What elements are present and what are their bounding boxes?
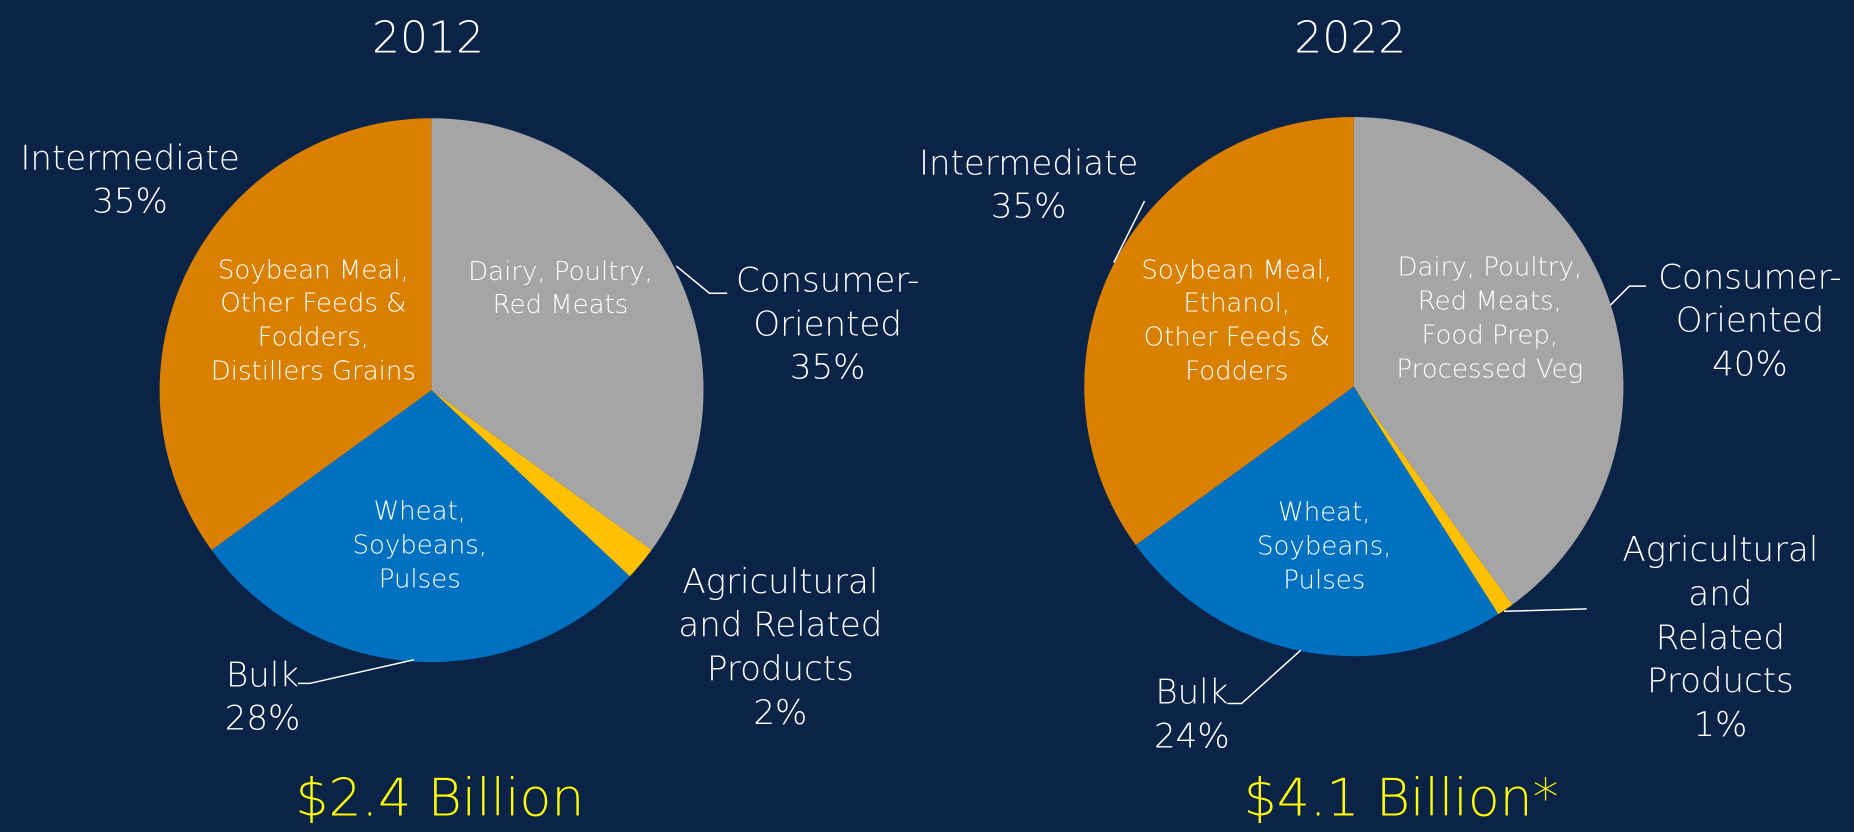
category-label: Consumer- Oriented: [1658, 257, 1842, 341]
slice-label: Agricultural and Related Products 2%: [678, 561, 882, 735]
leader-line: [675, 265, 728, 294]
chart-title: 2022: [1294, 12, 1407, 64]
value-label: 2%: [753, 692, 808, 733]
value-label: 35%: [789, 347, 866, 388]
value-label: 28%: [224, 698, 301, 739]
pie-slice: [431, 118, 704, 551]
pie-slice: [1353, 117, 1624, 605]
leader-line: [1503, 608, 1587, 613]
pie-slice: [1353, 386, 1513, 615]
value-label: 24%: [1154, 716, 1230, 757]
leader-line: [1227, 649, 1302, 705]
category-label: Bulk: [1155, 672, 1229, 713]
category-label: Agricultural and Related Products: [1622, 530, 1819, 702]
slice-annotation: Soybean Meal, Ethanol, Other Feeds & Fod…: [1141, 255, 1333, 387]
pie-slice: [1135, 386, 1499, 657]
category-label: Consumer- Oriented: [735, 260, 920, 345]
slice-label: Intermediate 35%: [20, 137, 239, 224]
value-label: 1%: [1693, 704, 1748, 745]
chart-title: 2012: [372, 12, 485, 64]
total-label: $2.4 Billion: [295, 768, 585, 829]
slice-annotation: Wheat, Soybeans, Pulses: [352, 496, 488, 595]
slice-annotation: Dairy, Poultry, Red Meats, Food Prep, Pr…: [1396, 252, 1584, 385]
pie-slice: [211, 390, 630, 663]
slice-label: Bulk 28%: [225, 654, 301, 741]
category-label: Agricultural and Related Products: [678, 561, 883, 689]
pie-slice: [159, 118, 432, 551]
category-label: Intermediate: [918, 143, 1139, 184]
total-label: $4.1 Billion*: [1243, 768, 1559, 829]
pie-slice: [431, 390, 652, 577]
leader-line: [1609, 285, 1646, 306]
pie-slice: [1084, 117, 1354, 546]
category-label: Bulk: [226, 655, 299, 696]
slice-annotation: Soybean Meal, Other Feeds & Fodders, Dis…: [210, 255, 416, 387]
slice-label: Consumer- Oriented 40%: [1658, 256, 1841, 387]
value-label: 35%: [92, 181, 168, 222]
value-label: 35%: [990, 186, 1067, 227]
slice-label: Bulk 24%: [1154, 672, 1230, 759]
slice-annotation: Dairy, Poultry, Red Meats: [468, 256, 653, 321]
slice-annotation: Wheat, Soybeans, Pulses: [1257, 497, 1392, 596]
slice-label: Intermediate 35%: [919, 142, 1138, 229]
slice-label: Agricultural and Related Products 1%: [1622, 530, 1818, 748]
category-label: Intermediate: [20, 138, 240, 179]
leader-line: [297, 659, 415, 685]
slice-label: Consumer- Oriented 35%: [736, 260, 919, 391]
leader-line: [1113, 200, 1146, 263]
value-label: 40%: [1712, 344, 1788, 385]
